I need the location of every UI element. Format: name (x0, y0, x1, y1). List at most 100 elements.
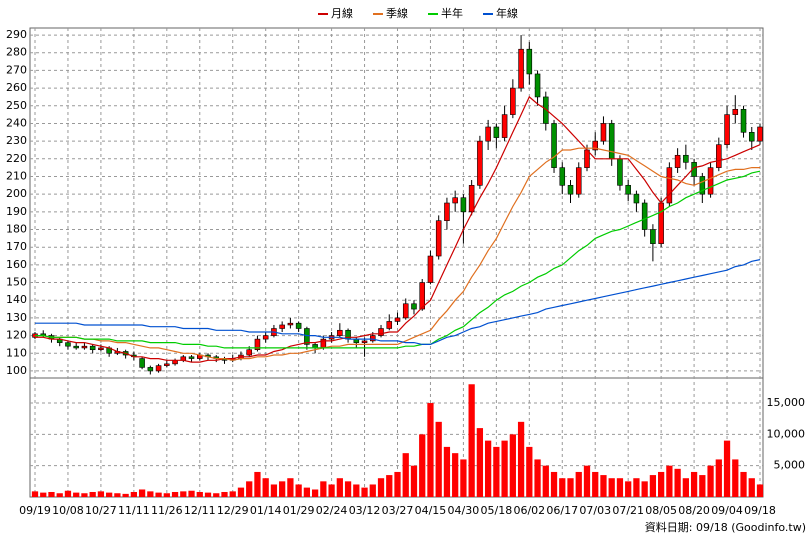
x-tick-label: 09/19 (19, 504, 51, 517)
candle-body (460, 197, 467, 213)
volume-bar (237, 487, 245, 497)
volume-bar (682, 478, 689, 497)
candle-body (65, 342, 71, 347)
volume-bar (64, 490, 72, 497)
volume-bar (526, 446, 533, 497)
candle-body (188, 356, 195, 359)
candle-body (444, 202, 450, 221)
y-tick-label: 110 (6, 346, 27, 359)
candle-body (608, 123, 615, 160)
volume-bar (641, 481, 648, 497)
candle-body (98, 347, 104, 351)
candle-body (641, 202, 648, 230)
volume-bar (402, 453, 409, 497)
y-tick-label: 290 (6, 28, 27, 41)
candle-body (394, 317, 401, 322)
volume-bar (287, 478, 294, 497)
x-tick-label: 02/24 (316, 504, 348, 517)
x-tick-label: 11/11 (118, 504, 150, 517)
volume-bar (715, 459, 722, 497)
volume-bar (625, 481, 632, 497)
volume-bar (221, 491, 228, 497)
y-tick-label: 150 (6, 276, 27, 289)
volume-bar (254, 471, 261, 497)
volume-bar (361, 487, 368, 497)
candle-body (287, 322, 294, 326)
volume-bar (608, 478, 615, 497)
volume-bar (567, 478, 574, 497)
volume-bar (460, 459, 467, 497)
x-tick-label: 12/29 (217, 504, 249, 517)
volume-bar (270, 484, 278, 497)
volume-bar (180, 491, 187, 497)
x-tick-label: 09/04 (711, 504, 743, 517)
y-tick-label: 230 (6, 134, 27, 147)
candle-body (386, 321, 393, 329)
volume-bar (56, 493, 63, 497)
y-tick-label: 270 (6, 63, 27, 76)
candle-body (551, 123, 557, 168)
x-tick-label: 03/27 (382, 504, 414, 517)
volume-bar (542, 465, 549, 497)
volume-bar (394, 471, 401, 497)
candle-body (543, 96, 549, 124)
y-tick-label: 220 (6, 152, 27, 165)
y-tick-label: 260 (6, 81, 27, 94)
volume-bar (229, 491, 236, 497)
volume-bar (114, 493, 121, 497)
candle-body (658, 202, 664, 244)
volume-bar (493, 446, 500, 497)
candle-body (732, 109, 739, 115)
candle-body (254, 338, 261, 351)
volume-bar (188, 490, 195, 497)
x-tick-label: 03/12 (349, 504, 381, 517)
x-tick-label: 05/18 (481, 504, 513, 517)
candle-body (748, 131, 755, 142)
candle-body (559, 167, 566, 186)
candle-body (493, 126, 500, 138)
volume-bar (476, 428, 484, 497)
candle-body (411, 303, 417, 310)
volume-bar (48, 491, 55, 497)
candle-body (477, 140, 483, 186)
volume-bar (748, 478, 755, 497)
candle-body (575, 167, 582, 195)
candle-body (361, 340, 368, 343)
candle-body (468, 185, 475, 213)
candle-body (683, 154, 689, 163)
volume-bar (740, 471, 747, 497)
volume-bar (344, 481, 352, 497)
volume-bar (674, 468, 681, 497)
volume-bar (435, 421, 442, 497)
candle-body (402, 303, 409, 319)
candle-body (378, 328, 384, 336)
candle-body (650, 229, 656, 244)
candle-body (592, 140, 598, 151)
candle-body (617, 158, 623, 186)
y-tick-label: 180 (6, 223, 27, 236)
candle-body (419, 282, 425, 310)
legend-label: 半年 (441, 6, 463, 20)
volume-bar (204, 492, 212, 497)
source-note: 資料日期: 09/18 (Goodinfo.tw) (645, 520, 806, 534)
volume-bar (583, 465, 591, 497)
volume-bar (73, 492, 80, 497)
volume-bar (633, 478, 640, 497)
candle-body (81, 345, 88, 349)
volume-bar (616, 478, 624, 497)
candle-body (724, 114, 730, 145)
y2-tick-label: 15,000 (767, 396, 806, 409)
volume-bar (517, 421, 525, 497)
x-tick-label: 04/30 (448, 504, 480, 517)
candle-body (716, 144, 722, 168)
volume-bar (600, 475, 607, 497)
volume-bar (649, 475, 657, 497)
volume-bar (699, 475, 706, 497)
volume-bar (468, 384, 475, 497)
volume-bar (658, 471, 665, 497)
volume-bar (122, 493, 129, 497)
candle-body (699, 176, 706, 195)
y-tick-label: 170 (6, 240, 27, 253)
y-tick-label: 140 (6, 293, 27, 306)
